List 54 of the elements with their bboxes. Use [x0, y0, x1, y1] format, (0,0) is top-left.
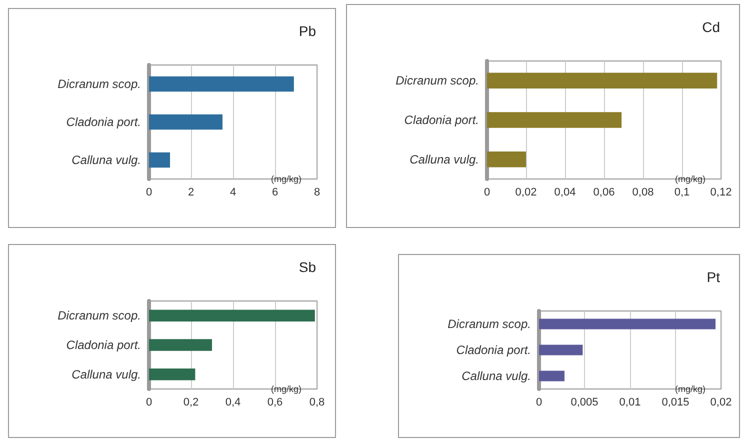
- x-tick-label: 0,1: [674, 186, 690, 198]
- y-tick-label: Dicranum scop.: [58, 308, 141, 323]
- bar: [149, 114, 222, 130]
- x-tick-label: 0,01: [619, 396, 641, 408]
- x-tick-label: 6: [272, 186, 278, 198]
- x-axis-title: (mg/kg): [675, 384, 706, 394]
- bar: [539, 370, 564, 382]
- chart-title: Pt: [706, 269, 720, 285]
- y-tick-label: Calluna vulg.: [72, 367, 141, 382]
- x-tick-label: 0: [146, 396, 152, 408]
- x-tick-label: 0,08: [632, 186, 654, 198]
- y-tick-label: Calluna vulg.: [72, 153, 141, 167]
- x-tick-label: 0,015: [662, 396, 690, 408]
- x-tick-label: 8: [314, 186, 320, 198]
- y-tick-label: Dicranum scop.: [396, 74, 479, 88]
- x-tick-label: 0,06: [593, 186, 615, 198]
- x-tick-label: 4: [230, 186, 236, 198]
- x-tick-label: 0,02: [710, 396, 732, 408]
- y-tick-label: Cladonia port.: [404, 113, 479, 127]
- x-tick-label: 0,6: [267, 396, 283, 408]
- bar: [487, 112, 622, 128]
- bar: [149, 152, 170, 168]
- bar: [487, 72, 718, 89]
- chart-title: Sb: [298, 259, 316, 275]
- y-tick-label: Cladonia port.: [66, 338, 141, 352]
- bar: [149, 310, 315, 322]
- x-tick-label: 0,02: [515, 186, 537, 198]
- bar: [149, 368, 196, 380]
- x-tick-label: 2: [188, 186, 194, 198]
- chart-title: Cd: [702, 19, 720, 35]
- x-tick-label: 0,04: [554, 186, 576, 198]
- y-tick-label: Dicranum scop.: [448, 317, 531, 331]
- x-axis-title: (mg/kg): [675, 174, 706, 184]
- x-tick-label: 0: [484, 186, 490, 198]
- y-tick-label: Calluna vulg.: [462, 369, 531, 383]
- x-tick-label: 0,4: [225, 396, 241, 408]
- y-tick-label: Cladonia port.: [456, 343, 531, 357]
- x-tick-label: 0,2: [183, 396, 199, 408]
- bar: [487, 151, 526, 168]
- y-tick-label: Calluna vulg.: [410, 152, 479, 166]
- x-tick-label: 0: [146, 186, 152, 198]
- bar: [539, 318, 716, 330]
- x-tick-label: 0: [536, 396, 542, 408]
- x-tick-label: 0,12: [710, 186, 732, 198]
- x-tick-label: 0,8: [309, 396, 325, 408]
- x-axis-title: (mg/kg): [271, 174, 302, 184]
- chart-title: Pb: [298, 23, 316, 39]
- y-tick-label: Dicranum scop.: [58, 77, 141, 91]
- bar: [149, 339, 212, 351]
- bar: [149, 76, 294, 92]
- bar: [539, 344, 583, 356]
- y-tick-label: Cladonia port.: [66, 115, 141, 129]
- x-tick-label: 0,005: [570, 396, 598, 408]
- x-axis-title: (mg/kg): [271, 384, 302, 394]
